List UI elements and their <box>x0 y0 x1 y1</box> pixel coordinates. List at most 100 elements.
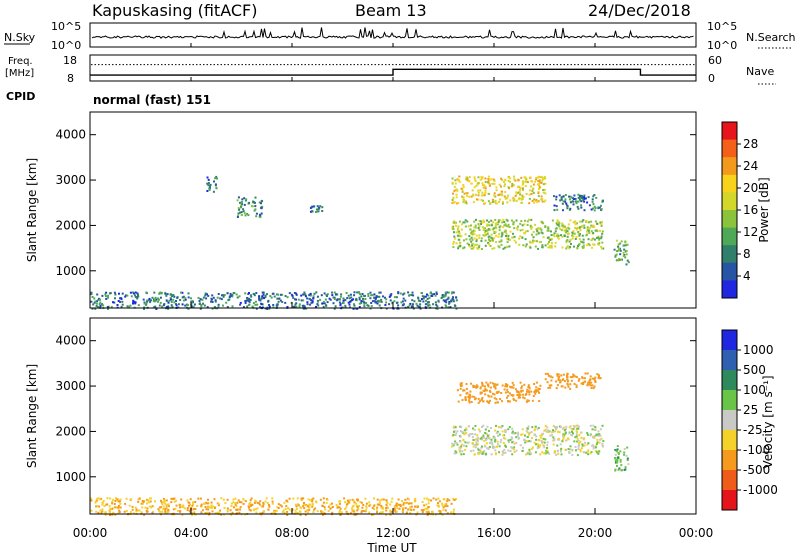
data-cell-4-1336 <box>386 507 389 509</box>
data-cell-4-485 <box>587 238 590 241</box>
data-cell-4-687 <box>586 244 589 247</box>
data-cell-6-999 <box>626 259 629 262</box>
data-cell-3-127 <box>493 200 496 203</box>
data-cell-4-865 <box>204 512 207 514</box>
data-cell-3-813 <box>626 446 629 449</box>
data-cell-2-451 <box>568 432 571 435</box>
data-cell-3-379 <box>487 175 490 178</box>
data-cell-0-68 <box>530 390 533 393</box>
data-cell-2-643 <box>539 444 542 447</box>
data-cell-7-1558 <box>263 297 266 300</box>
data-cell-3-136 <box>474 180 477 182</box>
data-cell-1-39 <box>255 212 258 215</box>
data-cell-2-648 <box>545 449 548 452</box>
data-cell-4-844 <box>186 507 189 509</box>
data-cell-4-1274 <box>116 506 119 509</box>
data-cell-7-1548 <box>158 304 161 307</box>
data-cell-4-1078 <box>97 497 100 500</box>
data-cell-7-1677 <box>385 301 388 304</box>
data-cell-5-912 <box>600 208 603 211</box>
data-cell-2-567 <box>484 445 487 448</box>
data-cell-4-967 <box>165 499 168 502</box>
data-cell-7-1196 <box>298 303 301 306</box>
data-cell-4-434 <box>484 230 487 232</box>
data-cell-2-638 <box>453 452 456 455</box>
data-cell-4-1367 <box>96 505 99 508</box>
data-cell-0-151 <box>470 401 473 403</box>
data-cell-7-1151 <box>353 291 356 294</box>
data-cell-4-1015 <box>236 501 239 504</box>
data-cell-3-293 <box>468 195 471 198</box>
data-cell-4-526 <box>453 220 456 223</box>
data-cell-4-839 <box>146 507 149 510</box>
data-cell-7-1168 <box>91 296 94 298</box>
data-cell-7-1036 <box>359 293 362 296</box>
data-cell-7-1138 <box>171 295 173 297</box>
data-cell-4-759 <box>501 232 504 235</box>
data-cell-4-1407 <box>175 499 178 502</box>
data-cell-4-1498 <box>283 511 286 514</box>
data-cell-6-988 <box>614 255 617 258</box>
data-cell-3-213 <box>491 182 494 185</box>
data-cell-0-115 <box>538 388 541 390</box>
data-cell-3-177 <box>534 180 537 183</box>
data-cell-1-198 <box>548 384 551 387</box>
data-cell-4-814 <box>507 223 510 226</box>
data-cell-4-1004 <box>380 504 383 507</box>
data-cell-2-450 <box>595 449 597 452</box>
power-ytick-label-1: 3000 <box>55 173 86 187</box>
data-cell-4-1330 <box>347 501 350 504</box>
data-cell-2-576 <box>592 444 594 447</box>
data-cell-2-626 <box>596 438 599 441</box>
data-cell-2-91 <box>315 211 318 213</box>
data-cell-4-1374 <box>385 501 388 504</box>
data-cell-4-718 <box>474 243 477 246</box>
data-cell-2-718 <box>461 450 464 453</box>
data-cell-4-508 <box>482 234 485 237</box>
data-cell-4-382 <box>576 226 579 229</box>
data-cell-4-731 <box>510 219 513 222</box>
data-cell-1-216 <box>589 379 592 381</box>
data-cell-4-1481 <box>402 507 405 510</box>
data-cell-3-109 <box>456 178 459 181</box>
data-cell-3-354 <box>521 201 523 204</box>
data-cell-4-794 <box>564 228 567 231</box>
data-cell-0-114 <box>492 392 494 395</box>
data-cell-4-1068 <box>427 506 430 508</box>
data-cell-3-152 <box>462 184 465 186</box>
data-cell-7-1105 <box>334 305 337 308</box>
data-cell-4-976 <box>285 505 288 508</box>
data-cell-3-318 <box>493 179 496 182</box>
data-cell-4-569 <box>560 234 562 237</box>
nave-label: Nave <box>746 65 774 78</box>
data-cell-0-154 <box>459 394 462 397</box>
frequency-trace <box>90 68 696 76</box>
data-cell-2-456 <box>496 440 499 443</box>
data-cell-7-1221 <box>329 298 332 301</box>
data-cell-1-36 <box>261 205 264 208</box>
data-cell-2-529 <box>575 424 578 427</box>
data-cell-4-833 <box>578 234 581 237</box>
data-cell-2-502 <box>484 432 487 434</box>
data-cell-3-371 <box>462 196 465 199</box>
data-cell-4-1215 <box>267 504 270 506</box>
data-cell-7-1473 <box>436 307 439 310</box>
data-cell-4-828 <box>115 497 117 500</box>
data-cell-2-543 <box>500 426 503 429</box>
data-cell-2-420 <box>495 452 497 455</box>
data-cell-1-55 <box>242 210 245 213</box>
data-cell-4-896 <box>347 499 350 502</box>
data-cell-7-1588 <box>411 291 414 294</box>
data-cell-7-1556 <box>323 302 326 305</box>
data-cell-4-1385 <box>211 505 214 508</box>
data-cell-4-1486 <box>161 510 164 513</box>
data-cell-4-808 <box>457 225 460 228</box>
nave-right-tick-bottom: 0 <box>708 72 715 85</box>
data-cell-3-187 <box>541 198 544 200</box>
data-cell-4-1501 <box>170 497 173 500</box>
data-cell-4-1236 <box>146 498 149 501</box>
data-cell-3-332 <box>465 176 468 179</box>
data-cell-1-35 <box>260 212 263 215</box>
data-cell-0-158 <box>479 400 481 403</box>
data-cell-1-76 <box>259 214 262 217</box>
